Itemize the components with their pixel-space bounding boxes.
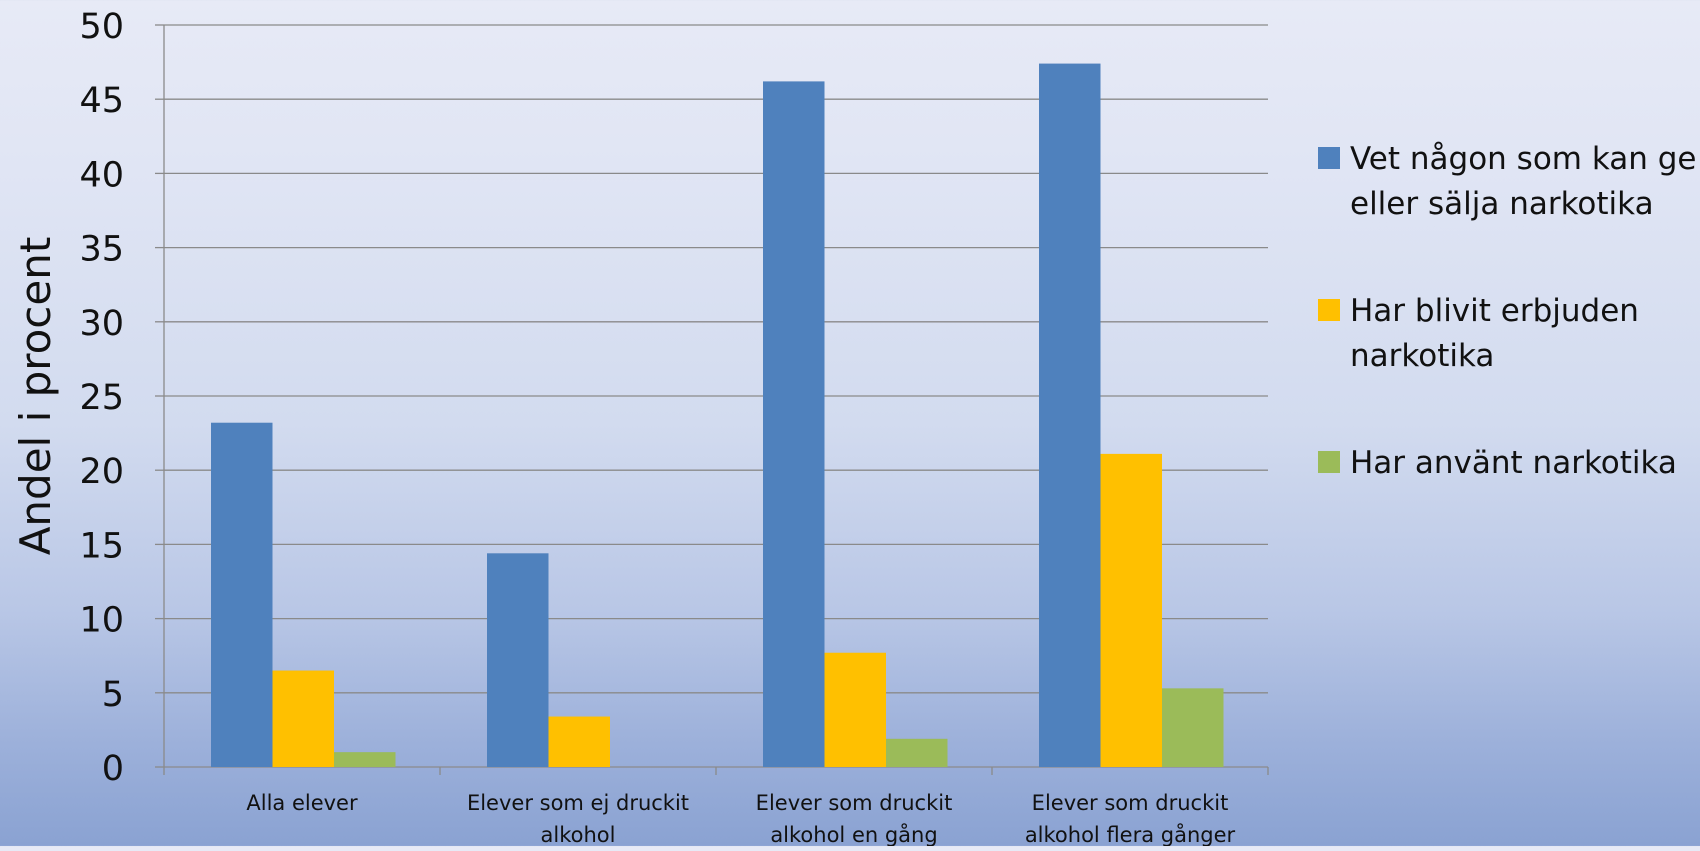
legend-label: Har använt narkotika bbox=[1350, 445, 1677, 481]
bar bbox=[1039, 63, 1101, 768]
y-tick-label: 45 bbox=[79, 81, 124, 121]
y-tick-label: 20 bbox=[79, 452, 124, 492]
x-tick-label: Elever som druckit bbox=[756, 791, 953, 815]
y-tick-label: 40 bbox=[79, 155, 124, 195]
x-tick-label: alkohol flera gånger bbox=[1025, 822, 1236, 846]
x-tick-label: Elever som ej druckit bbox=[467, 791, 689, 815]
x-tick-label: alkohol bbox=[541, 823, 616, 846]
legend-label: narkotika bbox=[1350, 338, 1494, 374]
y-tick-label: 10 bbox=[79, 601, 124, 641]
legend-label: Har blivit erbjuden bbox=[1350, 293, 1639, 329]
y-tick-label: 5 bbox=[102, 675, 124, 715]
y-tick-label: 15 bbox=[79, 526, 124, 566]
legend-swatch bbox=[1318, 451, 1340, 473]
bar bbox=[548, 716, 610, 767]
x-tick-label: Elever som druckit bbox=[1032, 791, 1229, 815]
y-tick-label: 35 bbox=[79, 230, 124, 270]
bar bbox=[886, 738, 948, 767]
y-axis-label: Andel i procent bbox=[11, 237, 60, 556]
y-tick-label: 25 bbox=[79, 378, 124, 418]
x-tick-label: alkohol en gång bbox=[770, 822, 937, 846]
bar bbox=[272, 670, 334, 767]
y-tick-label: 50 bbox=[79, 7, 124, 47]
legend-swatch bbox=[1318, 147, 1340, 169]
legend-label: Vet någon som kan ge bbox=[1350, 141, 1697, 177]
bar bbox=[763, 81, 825, 768]
y-tick-label: 30 bbox=[79, 304, 124, 344]
bar bbox=[824, 652, 886, 767]
legend-swatch bbox=[1318, 299, 1340, 321]
bar bbox=[1100, 453, 1162, 767]
y-tick-label: 0 bbox=[102, 749, 124, 789]
x-tick-label: Alla elever bbox=[246, 791, 358, 815]
bar bbox=[211, 422, 273, 767]
bar bbox=[334, 752, 396, 767]
bar bbox=[1162, 688, 1224, 767]
legend-label: eller sälja narkotika bbox=[1350, 186, 1654, 222]
bar bbox=[487, 553, 549, 767]
